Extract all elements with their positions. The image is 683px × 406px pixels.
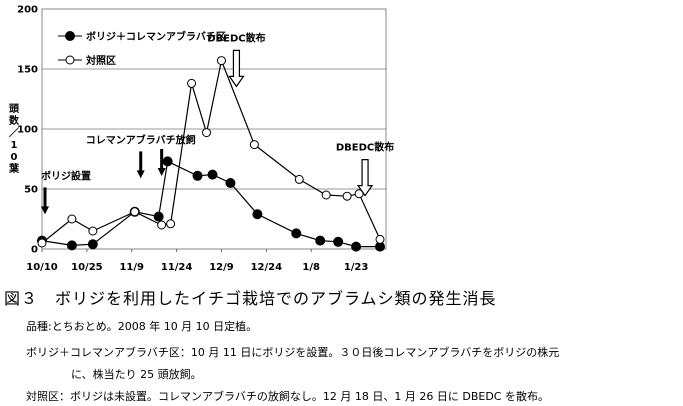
- data-point: [187, 78, 197, 88]
- note-control: 対照区：ボリジは未設置。コレマンアブラバチの放飼なし。12 月 18 日、1 月…: [26, 390, 549, 403]
- x-tick-label: 1/8: [302, 262, 320, 273]
- data-point: [130, 207, 140, 217]
- data-point: [225, 178, 236, 188]
- data-point: [351, 241, 362, 252]
- data-point: [315, 235, 326, 246]
- arrow-head: [136, 170, 145, 179]
- open-arrow: [228, 49, 245, 88]
- data-point: [37, 238, 47, 248]
- annotation-label: DBEDC散布: [207, 31, 265, 44]
- annotation-label: DBEDC散布: [336, 141, 394, 154]
- arrow-head: [157, 168, 166, 176]
- x-tick-label: 11/24: [161, 262, 193, 273]
- data-point: [202, 128, 212, 138]
- data-point: [207, 169, 218, 180]
- data-point: [87, 239, 98, 250]
- data-point: [333, 236, 344, 247]
- annotation-label: ボリジ設置: [41, 169, 91, 182]
- y-tick-label: 150: [17, 65, 38, 76]
- x-tick-labels: 10/10 10/25 11/9 11/24 12/9 12/24 1/8 1/23: [26, 262, 368, 273]
- note-treatment-cont: に、株当たり 25 頭放飼。: [71, 368, 202, 381]
- y-tick-label: 200: [17, 5, 38, 16]
- y-tick-label: 50: [24, 185, 38, 196]
- chart: 0 50 100 150 200 10/10 10/25 11/9 11/24 12/9 12/2…: [8, 5, 394, 274]
- y-tick-labels: 0 50 100 150 200: [17, 5, 38, 256]
- note-variety: 品種:とちおとめ。2008 年 10 月 10 日定植。: [26, 320, 258, 333]
- x-tick-label: 12/9: [209, 262, 234, 273]
- legend-marker: [65, 31, 75, 41]
- data-point: [342, 191, 352, 201]
- axes: [41, 8, 387, 252]
- figure-caption: 図３ ボリジを利用したイチゴ栽培でのアブラムシ類の発生消長: [4, 289, 497, 308]
- series-line-1: [41, 58, 381, 244]
- data-point: [192, 170, 203, 181]
- y-tick-label: 100: [17, 125, 38, 136]
- data-point: [88, 226, 98, 236]
- data-point: [153, 211, 164, 222]
- data-point: [216, 56, 226, 66]
- y-axis-label-text: 頭数／ 1 0 葉: [8, 103, 20, 175]
- open-arrow: [356, 159, 374, 197]
- annotations: ボリジ設置 コレマンアブラバチ放飼 DBEDC散布 DBEDC散布: [40, 31, 394, 215]
- x-tick-label: 10/25: [71, 262, 103, 273]
- data-point: [294, 174, 304, 184]
- note-treatment: ボリジ＋コレマンアブラバチ区：10 月 11 日にボリジを設置。３０日後コレマン…: [26, 346, 560, 359]
- data-point: [67, 214, 77, 224]
- y-tick-label: 0: [31, 245, 38, 256]
- data-point: [157, 220, 167, 230]
- legend-label: 対照区: [85, 54, 116, 67]
- x-tick-label: 11/9: [119, 262, 144, 273]
- data-point: [166, 219, 176, 229]
- legend-label: ボリジ＋コレマンアブラバチ区: [86, 30, 226, 43]
- legend-marker: [65, 55, 75, 65]
- y-axis-label: 頭数／ 1 0 葉: [8, 103, 20, 175]
- plot-frame: [41, 8, 387, 250]
- x-tick-label: 1/23: [344, 262, 369, 273]
- x-tick-label: 10/10: [26, 262, 58, 273]
- data-point: [66, 240, 77, 251]
- data-point: [291, 228, 302, 239]
- data-point: [162, 156, 173, 167]
- arrow-head: [40, 206, 49, 215]
- series-layer: [37, 56, 386, 252]
- data-point: [375, 234, 385, 244]
- x-tick-label: 12/24: [251, 262, 283, 273]
- data-point: [321, 190, 331, 200]
- annotation-label: コレマンアブラバチ放飼: [86, 133, 196, 146]
- grid: [42, 68, 386, 190]
- data-point: [252, 209, 263, 220]
- data-point: [249, 140, 259, 150]
